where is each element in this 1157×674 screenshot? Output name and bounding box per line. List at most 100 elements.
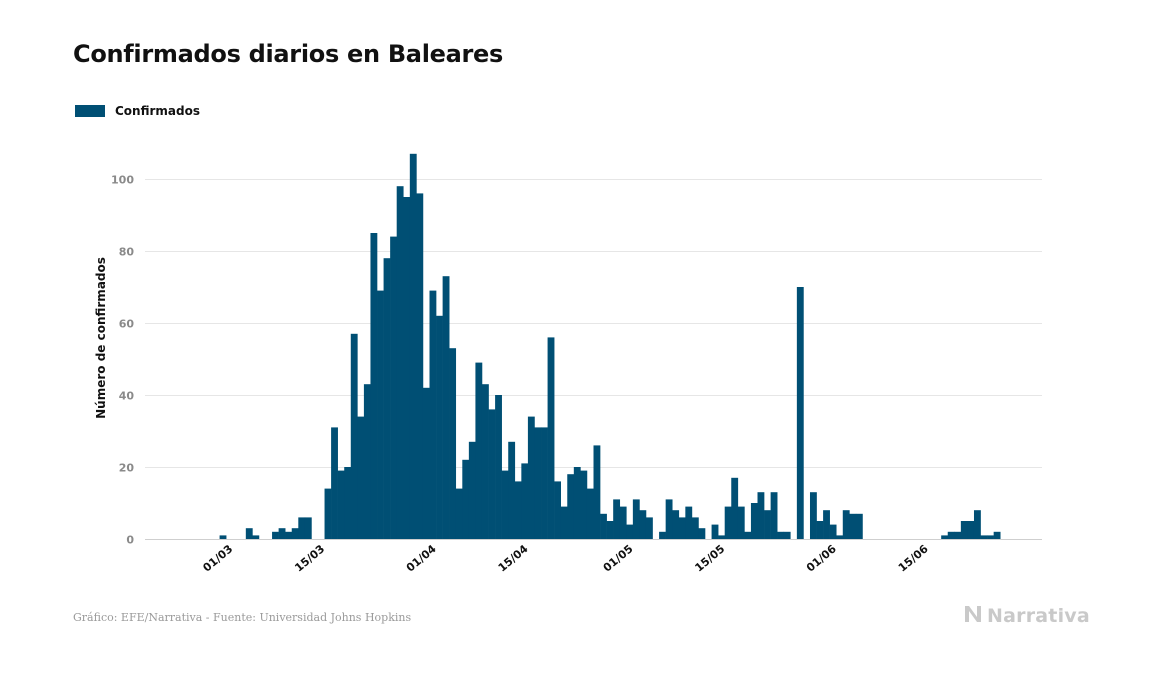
bar: [744, 531, 752, 539]
legend-swatch: [75, 105, 105, 117]
bar: [285, 531, 293, 539]
bar: [954, 531, 962, 539]
bar: [501, 470, 509, 539]
bar: [816, 521, 824, 539]
bar: [836, 535, 844, 539]
bar: [973, 510, 981, 539]
bar: [724, 506, 732, 539]
y-tick-label: 20: [119, 462, 135, 475]
grid-lines: [145, 179, 1042, 468]
y-tick-label: 80: [119, 246, 135, 259]
bar: [639, 510, 647, 539]
bar: [560, 506, 568, 539]
bar: [698, 528, 706, 539]
bar: [567, 474, 575, 539]
bar: [475, 362, 483, 539]
bar: [547, 337, 555, 539]
bar: [718, 535, 725, 539]
bar: [252, 535, 260, 539]
legend-label: Confirmados: [115, 104, 200, 118]
brand-logo: Narrativa: [963, 604, 1090, 628]
bars: [219, 153, 1001, 540]
bar: [580, 470, 588, 539]
bar: [521, 463, 529, 539]
x-tick-label: 15/05: [692, 542, 727, 574]
bar: [619, 506, 627, 539]
x-tick-label: 01/05: [601, 542, 636, 574]
x-tick-label: 15/04: [496, 542, 531, 574]
y-axis-label: Número de confirmados: [94, 257, 108, 419]
bar: [481, 384, 489, 539]
x-tick-label: 15/06: [896, 542, 931, 574]
bar: [468, 441, 476, 539]
x-tick-label: 01/04: [404, 542, 439, 574]
bar: [770, 492, 778, 539]
bar: [613, 499, 621, 539]
bar: [796, 287, 804, 539]
x-tick-label: 01/03: [200, 542, 235, 574]
bar: [960, 521, 968, 539]
bar: [272, 531, 279, 539]
bar: [357, 416, 365, 539]
bar: [442, 276, 450, 539]
bar: [488, 409, 496, 539]
bar: [626, 524, 634, 539]
bar: [304, 517, 312, 539]
bar: [377, 290, 384, 539]
x-tick-label: 01/06: [804, 542, 839, 574]
bar: [764, 510, 771, 539]
y-tick-label: 100: [111, 174, 134, 187]
bar: [606, 521, 614, 539]
bar: [495, 395, 502, 539]
y-tick-label: 60: [119, 318, 135, 331]
bar: [541, 427, 548, 539]
x-tick-labels: 01/03 15/03 01/04 15/04 01/05 15/05 01/06 15/06: [200, 542, 931, 574]
bar: [324, 488, 332, 539]
bar: [691, 517, 699, 539]
bar: [645, 517, 653, 539]
bar: [632, 499, 640, 539]
x-tick-label: 15/03: [292, 542, 327, 574]
bar: [980, 535, 988, 539]
bar: [593, 445, 601, 539]
bar: [823, 510, 830, 539]
bar: [436, 315, 443, 539]
bar: [757, 492, 765, 539]
bar: [219, 535, 227, 539]
bar: [573, 467, 581, 539]
bar: [855, 513, 863, 539]
bar: [508, 441, 516, 539]
brand-label: Narrativa: [987, 605, 1090, 627]
y-tick-label: 40: [119, 390, 135, 403]
bar: [777, 531, 785, 539]
bar: [731, 477, 739, 539]
bar: [363, 384, 371, 539]
bar: [245, 528, 253, 539]
bar: [659, 531, 666, 539]
y-tick-label: 0: [126, 534, 134, 547]
bar: [429, 290, 437, 539]
bar: [514, 481, 522, 539]
bar: [383, 258, 391, 539]
bar: [993, 531, 1001, 539]
bar: [554, 481, 561, 539]
bar: [409, 153, 417, 540]
bar: [600, 513, 607, 539]
bar: [750, 503, 758, 539]
bar: [711, 524, 719, 539]
bar: [783, 531, 791, 539]
bar: [737, 506, 745, 539]
bar: [350, 333, 358, 539]
bar: [462, 459, 470, 539]
bar: [278, 528, 286, 539]
bar: [422, 387, 430, 539]
bar: [842, 510, 850, 539]
bar: [337, 470, 345, 539]
bar: [403, 197, 411, 539]
bar: [370, 233, 378, 539]
bar: [665, 499, 673, 539]
bar: [849, 513, 857, 539]
y-tick-labels: 0 20 40 60 80 100: [111, 174, 134, 547]
narrativa-logo-icon: [963, 604, 985, 628]
source-note: Gráfico: EFE/Narrativa - Fuente: Univers…: [73, 611, 412, 624]
